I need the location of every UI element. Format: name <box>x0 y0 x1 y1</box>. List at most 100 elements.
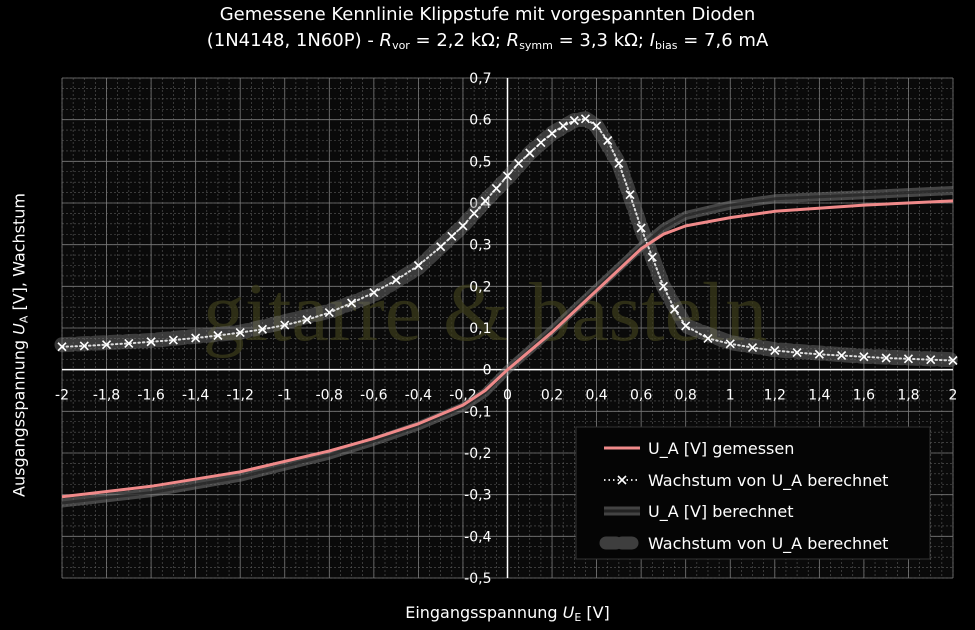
growth-point <box>547 128 557 138</box>
growth-point <box>770 345 780 356</box>
x-axis-label-text: Eingangsspannung <box>405 603 563 622</box>
r-symm-sub: symm <box>519 39 553 52</box>
growth-point <box>814 349 824 359</box>
growth-point <box>514 158 524 168</box>
y-axis-label-text: Ausgangsspannung <box>9 334 29 497</box>
legend-label: Wachstum von U_A berechnet <box>648 471 888 491</box>
y-tick-label: 0,2 <box>469 279 491 295</box>
growth-point <box>747 343 758 353</box>
growth-marker-stroke <box>948 355 958 366</box>
x-tick-label: 0,4 <box>585 388 607 404</box>
growth-marker-stroke <box>491 183 501 193</box>
growth-point <box>725 339 735 349</box>
x-axis-label-sub: E <box>574 611 582 624</box>
growth-point <box>324 308 334 318</box>
growth-marker-stroke <box>347 298 357 308</box>
growth-marker-stroke <box>658 281 668 291</box>
r-vor-value: = 2,2 kΩ; <box>409 30 507 51</box>
growth-point <box>658 281 668 291</box>
growth-point <box>57 342 67 352</box>
x-tick-label: -1 <box>278 388 292 404</box>
y-axis-label-unit: [V], Wachstum <box>9 193 29 316</box>
growth-marker-stroke <box>191 333 201 343</box>
y-tick-label: 0,1 <box>469 321 491 337</box>
growth-point <box>213 330 223 341</box>
growth-marker-stroke <box>280 320 290 330</box>
y-tick-label: 0,7 <box>469 71 491 87</box>
growth-point <box>280 320 290 330</box>
growth-marker-stroke <box>536 138 546 148</box>
growth-point <box>926 355 936 365</box>
y-axis-label: Ausgangsspannung UA [V], Wachstum <box>10 193 31 497</box>
growth-marker-stroke <box>480 196 490 206</box>
x-tick-label: 0,2 <box>541 388 563 404</box>
growth-point <box>669 304 680 314</box>
i-bias-sub: bias <box>655 39 678 52</box>
legend-item: Wachstum von U_A berechnet <box>599 534 888 554</box>
growth-point <box>436 242 446 252</box>
growth-point <box>480 196 490 206</box>
growth-marker-stroke <box>458 221 468 231</box>
growth-marker-stroke <box>391 275 401 285</box>
growth-point <box>948 355 958 366</box>
legend-label: U_A [V] berechnet <box>648 502 794 522</box>
growth-point <box>447 231 457 241</box>
x-tick-label: 1 <box>726 388 735 404</box>
growth-point <box>580 114 591 124</box>
growth-marker-stroke <box>469 208 479 218</box>
growth-marker-stroke <box>747 343 758 353</box>
x-axis-label: Eingangsspannung UE [V] <box>0 603 975 624</box>
growth-marker-stroke <box>79 341 89 351</box>
growth-marker-stroke <box>558 121 568 131</box>
y-tick-label: 0,5 <box>469 154 491 170</box>
growth-marker-stroke <box>213 330 223 341</box>
growth-marker-stroke <box>903 354 914 364</box>
growth-marker-stroke <box>502 171 513 181</box>
x-axis-label-unit: [V] <box>581 603 610 622</box>
x-tick-label: 0 <box>503 388 512 404</box>
growth-point <box>469 208 479 218</box>
y-tick-label: -0,5 <box>464 571 491 587</box>
series-growth-line <box>61 117 954 362</box>
growth-marker-stroke <box>837 350 847 361</box>
x-tick-label: 0,6 <box>630 388 652 404</box>
growth-marker-stroke <box>725 339 735 349</box>
growth-marker-stroke <box>625 190 635 200</box>
growth-point <box>458 221 468 231</box>
legend-item: U_A [V] gemessen <box>604 439 794 459</box>
growth-marker-stroke <box>525 148 535 158</box>
i-bias-value: = 7,6 mA <box>677 30 769 51</box>
growth-marker-stroke <box>101 340 112 350</box>
growth-point <box>837 350 847 361</box>
watermark: gitarre & basteln <box>203 266 767 359</box>
legend-label: U_A [V] gemessen <box>648 439 794 459</box>
growth-point <box>859 352 869 362</box>
x-tick-label: -0,4 <box>405 388 432 404</box>
growth-marker-stroke <box>592 121 602 131</box>
growth-marker-stroke <box>681 321 691 331</box>
r-symm-value: = 3,3 kΩ; <box>552 30 650 51</box>
subtitle-prefix: (1N4148, 1N60P) - <box>206 30 380 51</box>
y-tick-label: -0,2 <box>464 446 491 462</box>
growth-point <box>558 121 568 131</box>
growth-marker-stroke <box>669 304 680 314</box>
growth-point <box>302 315 312 325</box>
growth-point <box>536 138 546 148</box>
x-tick-label: 0,8 <box>675 388 697 404</box>
y-axis-label-symbol: U <box>9 323 29 335</box>
growth-marker-stroke <box>603 135 613 146</box>
x-tick-label: -1,4 <box>182 388 209 404</box>
x-tick-label: -2 <box>55 388 69 404</box>
growth-marker-stroke <box>324 308 334 318</box>
growth-point <box>792 348 802 358</box>
growth-marker-stroke <box>770 345 780 356</box>
growth-point <box>636 223 646 233</box>
growth-point <box>235 328 245 338</box>
series-ua-measured <box>61 199 954 499</box>
growth-point <box>347 298 357 308</box>
growth-point <box>101 340 112 350</box>
r-symm-symbol: R <box>506 30 520 51</box>
x-tick-label: 1,6 <box>853 388 875 404</box>
growth-marker-stroke <box>302 315 312 325</box>
